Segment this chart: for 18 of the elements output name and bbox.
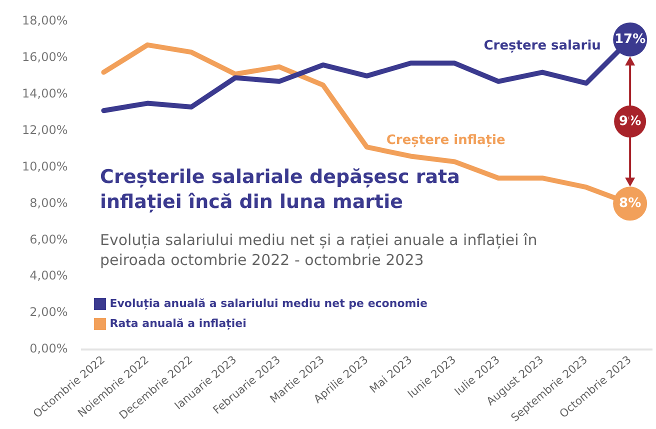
annotation: Creștere inflație bbox=[386, 132, 506, 148]
y-tick-label: 2,00% bbox=[30, 305, 68, 320]
legend-label: Rata anuală a inflației bbox=[110, 317, 246, 330]
y-tick-label: 10,00% bbox=[22, 159, 68, 174]
y-tick-label: 8,00% bbox=[30, 196, 68, 210]
y-tick-label: 12,00% bbox=[22, 122, 68, 137]
data-label: 17% bbox=[614, 32, 646, 47]
text: Evoluția salariului mediu net și a rației anuale a inflației în peiroada octombrie 2022 - octombrie 2023 bbox=[100, 230, 538, 270]
y-tick-label: 18,00% bbox=[22, 13, 68, 28]
y-tick-label: 0,00% bbox=[30, 342, 68, 356]
y-tick-label: 14,00% bbox=[22, 86, 68, 100]
y-tick-label: 16,00% bbox=[22, 50, 68, 64]
legend-label: Evoluția anuală a salariului mediu net pe economie bbox=[110, 297, 428, 310]
y-tick-label: 4,00% bbox=[30, 268, 68, 283]
data-label: 8% bbox=[619, 196, 642, 212]
annotation: Creștere salariu bbox=[484, 38, 601, 54]
y-tick-label: 6,00% bbox=[30, 232, 68, 246]
text: Creșterile salariale depășesc rata inflației încă din luna martie bbox=[100, 165, 461, 215]
